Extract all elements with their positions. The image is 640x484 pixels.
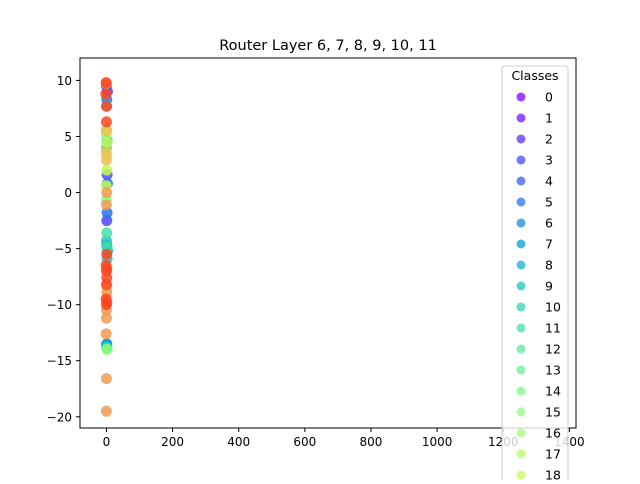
legend-marker: [516, 281, 526, 291]
data-point: [101, 207, 113, 219]
y-tick-label: −5: [54, 242, 72, 256]
legend-label: 7: [545, 237, 553, 252]
legend-marker: [516, 302, 526, 312]
legend-label: 16: [545, 426, 561, 441]
legend-label: 0: [545, 90, 553, 105]
legend-marker: [516, 155, 526, 165]
y-axis: 10 5 0 −5 −10 −15 −20: [47, 74, 80, 424]
legend-marker: [516, 449, 526, 459]
legend-label: 4: [545, 174, 553, 189]
data-point: [100, 278, 112, 290]
data-point: [101, 187, 113, 199]
data-point: [101, 215, 113, 227]
legend-label: 12: [545, 342, 561, 357]
legend-marker: [516, 260, 526, 270]
x-tick-label: 400: [227, 435, 250, 449]
legend-label: 6: [545, 216, 553, 231]
data-point: [101, 164, 113, 176]
legend-marker: [516, 197, 526, 207]
data-point: [101, 227, 113, 239]
data-point: [101, 125, 113, 137]
data-point: [100, 312, 112, 324]
legend-marker: [516, 344, 526, 354]
legend-label: 18: [545, 468, 561, 481]
data-point: [100, 116, 112, 128]
legend-label: 3: [545, 153, 553, 168]
legend-marker: [516, 239, 526, 249]
data-point: [100, 199, 112, 211]
legend-label: 2: [545, 132, 553, 147]
legend-marker: [516, 470, 526, 480]
x-tick-label: 200: [161, 435, 184, 449]
legend-marker: [516, 113, 526, 123]
data-point: [100, 88, 112, 100]
legend-label: 17: [545, 447, 561, 462]
legend-marker: [516, 92, 526, 102]
data-point: [100, 77, 112, 89]
x-tick-label: 600: [293, 435, 316, 449]
legend-label: 5: [545, 195, 553, 210]
x-tick-label: 0: [103, 435, 111, 449]
y-tick-label: 0: [64, 186, 72, 200]
legend-label: 11: [545, 321, 561, 336]
data-point: [100, 405, 112, 417]
legend-label: 10: [545, 300, 561, 315]
x-tick-label: 1000: [422, 435, 453, 449]
legend-box: [501, 65, 569, 484]
legend-label: 8: [545, 258, 553, 273]
legend-title: Classes: [511, 68, 558, 83]
data-point: [101, 344, 113, 356]
legend-marker: [516, 386, 526, 396]
legend-marker: [516, 365, 526, 375]
y-tick-label: 10: [57, 74, 72, 88]
data-point: [101, 263, 113, 275]
legend-label: 14: [545, 384, 561, 399]
data-point: [101, 248, 113, 260]
legend-label: 9: [545, 279, 553, 294]
legend-marker: [516, 176, 526, 186]
legend-marker: [516, 218, 526, 228]
data-point: [101, 136, 113, 148]
legend-label: 1: [545, 111, 553, 126]
legend-marker: [516, 323, 526, 333]
x-tick-label: 800: [360, 435, 383, 449]
plot-frame: [79, 57, 577, 429]
legend-marker: [516, 428, 526, 438]
data-point: [100, 146, 112, 158]
y-tick-label: −20: [47, 410, 72, 424]
legend-marker: [516, 134, 526, 144]
y-tick-label: 5: [64, 130, 72, 144]
data-point: [100, 328, 112, 340]
chart-title: Router Layer 6, 7, 8, 9, 10, 11: [219, 38, 437, 54]
y-tick-label: −15: [47, 354, 72, 368]
legend-label: 13: [545, 363, 561, 378]
data-point: [100, 373, 112, 385]
legend-marker: [516, 407, 526, 417]
data-point: [100, 299, 112, 311]
legend-label: 15: [545, 405, 561, 420]
data-point: [100, 154, 112, 166]
y-tick-label: −10: [47, 298, 72, 312]
plot-points: [100, 77, 113, 417]
data-point: [100, 100, 112, 112]
